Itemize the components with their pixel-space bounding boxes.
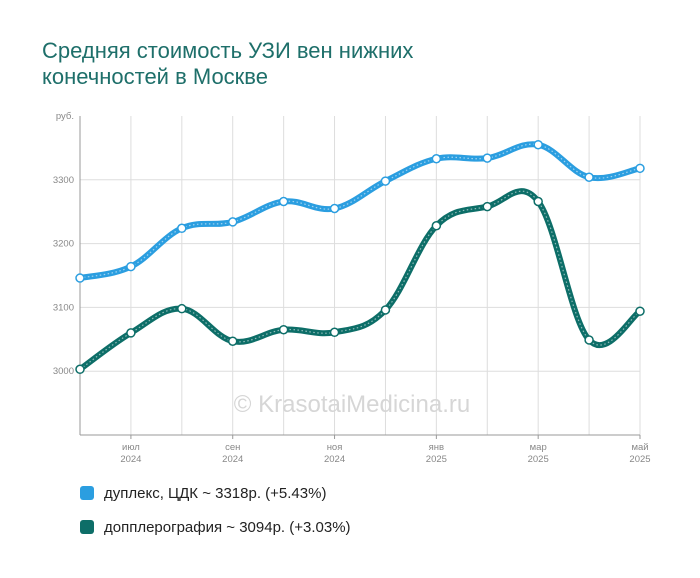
line-chart: 3000310032003300руб.июл2024сен2024ноя202… bbox=[53, 111, 651, 465]
data-point bbox=[584, 335, 594, 345]
data-point bbox=[584, 172, 594, 182]
x-tick-label-month: сен bbox=[225, 442, 240, 453]
legend-item-duplex[interactable]: дуплекс, ЦДК ~ 3318р. (+5.43%) bbox=[80, 484, 351, 502]
x-tick-label-month: июл bbox=[122, 442, 140, 453]
data-point bbox=[482, 201, 493, 212]
data-point bbox=[278, 196, 289, 207]
data-point bbox=[227, 217, 238, 227]
series-line-2 bbox=[77, 188, 643, 373]
data-point bbox=[380, 305, 391, 315]
data-point bbox=[431, 153, 442, 164]
legend-item-doppler[interactable]: допплерография ~ 3094р. (+3.03%) bbox=[80, 518, 351, 536]
x-tick-label-month: мар bbox=[530, 442, 547, 453]
data-point bbox=[227, 336, 238, 346]
data-point bbox=[126, 261, 136, 272]
x-tick-label-year: 2024 bbox=[120, 454, 141, 465]
data-point bbox=[177, 223, 187, 234]
series-line-1 bbox=[77, 141, 643, 282]
y-tick-label: 3100 bbox=[53, 302, 74, 313]
x-tick-label-month: ноя bbox=[327, 442, 343, 453]
series-line-texture-1 bbox=[79, 143, 641, 279]
x-tick-label-year: 2025 bbox=[629, 454, 650, 465]
data-point bbox=[431, 220, 442, 231]
chart-title-line-2: конечностей в Москве bbox=[42, 64, 268, 89]
data-point bbox=[75, 364, 85, 375]
x-tick-label-year: 2025 bbox=[426, 454, 447, 465]
legend-label-duplex: дуплекс, ЦДК ~ 3318р. (+5.43%) bbox=[104, 484, 327, 502]
y-tick-label: 3000 bbox=[53, 366, 74, 377]
data-point bbox=[329, 203, 340, 214]
y-tick-label: 3200 bbox=[53, 239, 74, 250]
chart-title-line-1: Средняя стоимость УЗИ вен нижних bbox=[42, 38, 414, 63]
x-tick-label-year: 2025 bbox=[528, 454, 549, 465]
y-axis-unit-label: руб. bbox=[56, 111, 74, 122]
data-point bbox=[380, 176, 391, 186]
watermark: © KrasotaiMedicina.ru bbox=[234, 391, 470, 418]
chart-title: Средняя стоимость УЗИ вен нижних конечно… bbox=[42, 38, 642, 90]
y-tick-label: 3300 bbox=[53, 175, 74, 186]
data-point bbox=[482, 153, 493, 163]
data-point bbox=[75, 273, 85, 283]
data-point bbox=[126, 328, 136, 338]
x-tick-label-month: май bbox=[631, 442, 648, 453]
x-tick-label-year: 2024 bbox=[222, 454, 243, 465]
x-tick-label-year: 2024 bbox=[324, 454, 345, 465]
series-line-texture-2 bbox=[79, 190, 641, 370]
legend: дуплекс, ЦДК ~ 3318р. (+5.43%) допплерог… bbox=[80, 484, 351, 552]
legend-label-doppler: допплерография ~ 3094р. (+3.03%) bbox=[104, 518, 351, 536]
data-point bbox=[177, 303, 187, 314]
data-point bbox=[635, 163, 645, 174]
data-point bbox=[329, 327, 340, 338]
data-point bbox=[533, 139, 543, 150]
data-point bbox=[635, 306, 645, 316]
legend-swatch-duplex bbox=[80, 486, 94, 500]
x-tick-label-month: янв bbox=[429, 442, 444, 453]
data-point bbox=[533, 196, 543, 207]
legend-swatch-doppler bbox=[80, 520, 94, 534]
data-point bbox=[278, 324, 289, 335]
